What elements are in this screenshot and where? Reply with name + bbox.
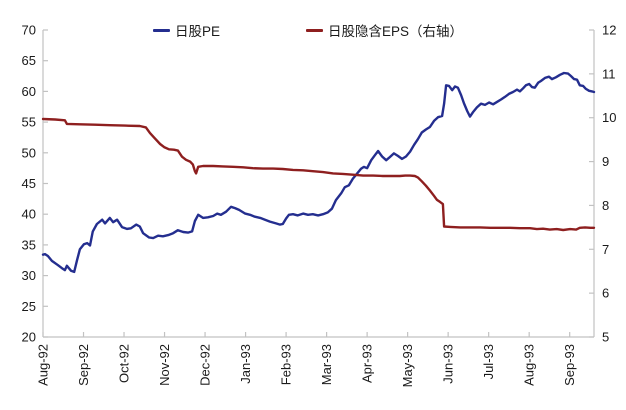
y-axis-left-tick-label: 40 (22, 207, 36, 222)
legend-item-eps: 日股隐含EPS（右轴） (306, 20, 463, 40)
x-axis-tick-label: Jan-93 (238, 344, 253, 384)
legend-item-pe: 日股PE (153, 20, 220, 40)
y-axis-right-tick-label: 9 (602, 154, 609, 169)
x-axis-tick-label: Sep-92 (76, 344, 91, 386)
x-axis-tick-label: Apr-93 (360, 344, 375, 383)
x-axis-tick-label: Nov-92 (157, 344, 172, 386)
y-axis-right-tick-label: 12 (602, 23, 616, 38)
y-axis-left-tick-label: 30 (22, 268, 36, 283)
x-axis-tick-label: Aug-93 (522, 344, 537, 386)
eps-legend-label: 日股隐含EPS（右轴） (328, 24, 464, 39)
pe-line-marker-icon (153, 28, 170, 32)
y-axis-left-tick-label: 35 (22, 237, 36, 252)
chart-legend: 日股PE 日股隐含EPS（右轴） (153, 20, 463, 40)
x-axis-tick-label: Aug-92 (36, 344, 51, 386)
y-axis-right-tick-label: 8 (602, 198, 609, 213)
x-axis-tick-label: Dec-92 (198, 344, 213, 386)
x-axis-tick-label: Jun-93 (441, 344, 456, 384)
y-axis-left-tick-label: 65 (22, 53, 36, 68)
y-axis-right-tick-label: 7 (602, 242, 609, 257)
y-axis-right-tick-label: 11 (602, 66, 616, 81)
y-axis-right-tick-label: 10 (602, 110, 616, 125)
pe-line (41, 71, 596, 274)
x-axis-tick-label: Oct-92 (117, 344, 132, 383)
x-axis-tick-label: May-93 (400, 344, 415, 387)
eps-line-marker-icon (306, 28, 324, 32)
eps-line (41, 117, 596, 232)
y-axis-right-tick-label: 5 (602, 330, 609, 345)
y-axis-left-tick-label: 20 (22, 330, 36, 345)
y-axis-left-tick-label: 55 (22, 115, 36, 130)
x-axis-tick-label: Mar-93 (319, 344, 334, 385)
y-axis-right-tick-label: 6 (602, 286, 609, 301)
x-axis-tick-label: Jul-93 (481, 344, 496, 379)
y-axis-left-tick-label: 70 (22, 23, 36, 38)
x-axis-tick-label: Sep-93 (562, 344, 577, 386)
x-axis-tick-label: Feb-93 (279, 344, 294, 385)
y-axis-left-tick-label: 45 (22, 176, 36, 191)
y-axis-left-tick-label: 25 (22, 299, 36, 314)
y-axis-left-tick-label: 60 (22, 84, 36, 99)
y-axis-left-tick-label: 50 (22, 145, 36, 160)
pe-legend-label: 日股PE (175, 24, 221, 39)
